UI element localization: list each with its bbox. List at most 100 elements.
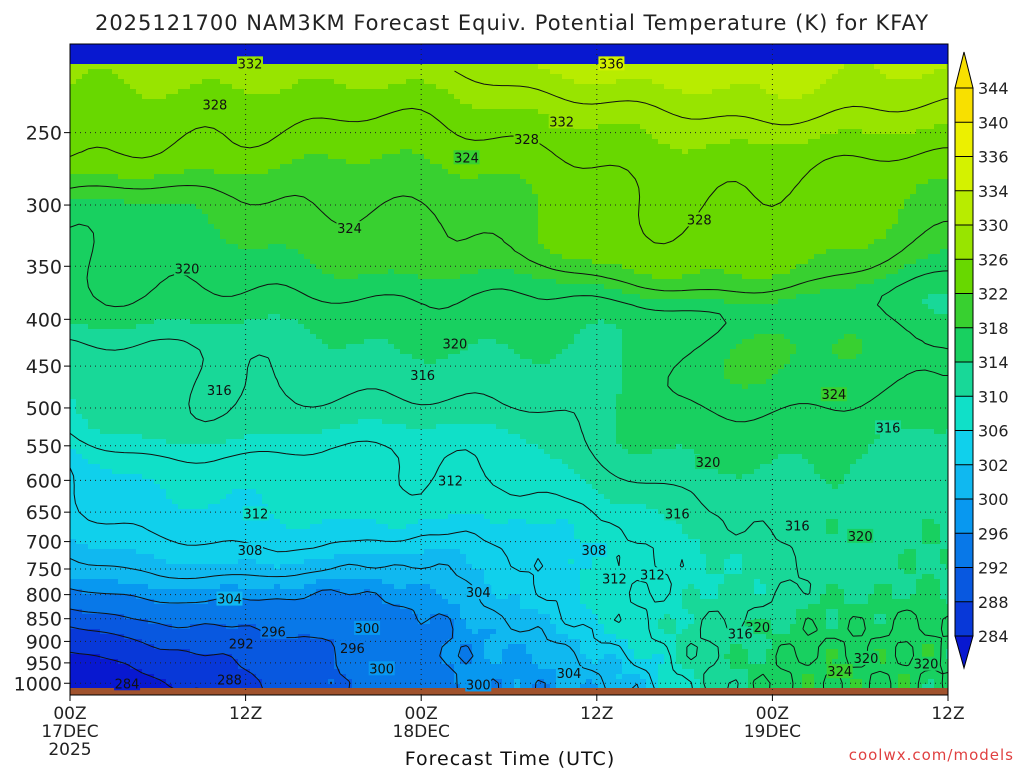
heatmap-cell	[166, 219, 173, 225]
heatmap-cell	[154, 119, 161, 125]
heatmap-cell	[172, 424, 179, 430]
heatmap-cell	[208, 604, 215, 610]
heatmap-cell	[262, 264, 269, 270]
heatmap-cell	[208, 429, 215, 435]
heatmap-cell	[130, 419, 137, 425]
heatmap-cell	[280, 489, 287, 495]
heatmap-cell	[298, 109, 305, 115]
heatmap-cell	[172, 79, 179, 85]
heatmap-cell	[292, 329, 299, 335]
heatmap-cell	[280, 684, 287, 690]
heatmap-cell	[70, 94, 77, 100]
heatmap-cell	[262, 604, 269, 610]
heatmap-cell	[280, 349, 287, 355]
heatmap-cell	[202, 229, 209, 235]
heatmap-cell	[142, 144, 149, 150]
heatmap-cell	[100, 379, 107, 385]
heatmap-cell	[178, 299, 185, 305]
heatmap-cell	[76, 374, 83, 380]
heatmap-cell	[100, 454, 107, 460]
heatmap-cell	[226, 494, 233, 500]
heatmap-cell	[274, 494, 281, 500]
heatmap-cell	[286, 189, 293, 195]
heatmap-cell	[70, 504, 77, 510]
heatmap-cell	[148, 454, 155, 460]
heatmap-cell	[154, 79, 161, 85]
heatmap-cell	[106, 224, 113, 230]
heatmap-cell	[118, 299, 125, 305]
heatmap-cell	[250, 664, 257, 670]
heatmap-cell	[100, 524, 107, 530]
heatmap-cell	[280, 534, 287, 540]
heatmap-cell	[292, 179, 299, 185]
heatmap-cell	[262, 49, 269, 55]
heatmap-cell	[268, 529, 275, 535]
heatmap-cell	[196, 139, 203, 145]
heatmap-cell	[166, 309, 173, 315]
heatmap-cell	[76, 464, 83, 470]
heatmap-cell	[184, 359, 191, 365]
heatmap-cell	[208, 559, 215, 565]
heatmap-cell	[220, 669, 227, 675]
heatmap-cell	[268, 439, 275, 445]
heatmap-cell	[82, 434, 89, 440]
heatmap-cell	[178, 559, 185, 565]
heatmap-cell	[112, 439, 119, 445]
heatmap-cell	[100, 559, 107, 565]
heatmap-cell	[268, 549, 275, 555]
heatmap-cell	[154, 399, 161, 405]
heatmap-cell	[178, 94, 185, 100]
heatmap-cell	[208, 154, 215, 160]
heatmap-cell	[208, 654, 215, 660]
heatmap-cell	[256, 609, 263, 615]
heatmap-cell	[244, 179, 251, 185]
heatmap-cell	[106, 114, 113, 120]
heatmap-cell	[220, 274, 227, 280]
heatmap-cell	[178, 594, 185, 600]
heatmap-cell	[256, 669, 263, 675]
heatmap-cell	[112, 444, 119, 450]
heatmap-cell	[208, 669, 215, 675]
heatmap-cell	[106, 139, 113, 145]
heatmap-cell	[208, 464, 215, 470]
heatmap-cell	[190, 234, 197, 240]
heatmap-cell	[208, 549, 215, 555]
heatmap-cell	[166, 194, 173, 200]
heatmap-cell	[292, 519, 299, 525]
heatmap-cell	[184, 684, 191, 690]
heatmap-cell	[154, 449, 161, 455]
heatmap-cell	[178, 194, 185, 200]
heatmap-cell	[172, 249, 179, 255]
heatmap-cell	[106, 349, 113, 355]
heatmap-cell	[190, 514, 197, 520]
heatmap-cell	[280, 169, 287, 175]
heatmap-cell	[118, 589, 125, 595]
heatmap-cell	[70, 644, 77, 650]
heatmap-cell	[286, 659, 293, 665]
heatmap-cell	[160, 639, 167, 645]
heatmap-cell	[136, 589, 143, 595]
heatmap-cell	[154, 674, 161, 680]
heatmap-cell	[214, 134, 221, 140]
heatmap-cell	[214, 169, 221, 175]
heatmap-cell	[256, 134, 263, 140]
heatmap-cell	[76, 274, 83, 280]
heatmap-cell	[130, 199, 137, 205]
heatmap-cell	[148, 439, 155, 445]
heatmap-cell	[280, 604, 287, 610]
heatmap-cell	[250, 164, 257, 170]
heatmap-cell	[214, 49, 221, 55]
heatmap-cell	[172, 589, 179, 595]
heatmap-cell	[100, 344, 107, 350]
heatmap-cell	[232, 419, 239, 425]
heatmap-cell	[268, 664, 275, 670]
heatmap-cell	[166, 444, 173, 450]
heatmap-cell	[148, 94, 155, 100]
heatmap-cell	[232, 579, 239, 585]
heatmap-cell	[154, 594, 161, 600]
heatmap-cell	[256, 334, 263, 340]
heatmap-cell	[226, 64, 233, 70]
heatmap-cell	[214, 129, 221, 135]
heatmap-cell	[196, 579, 203, 585]
heatmap-cell	[286, 214, 293, 220]
